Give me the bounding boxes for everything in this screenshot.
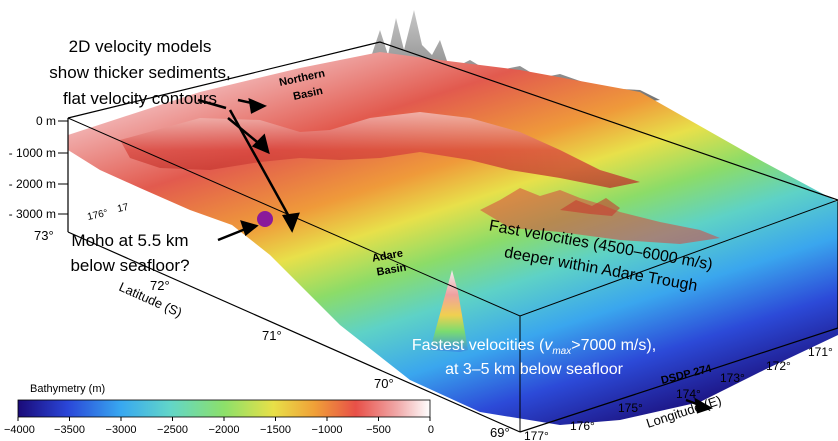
annotation-arrows xyxy=(197,97,714,414)
lon-tick-175: 175° xyxy=(618,401,643,415)
moho-marker xyxy=(257,211,273,227)
lon-tick-171: 171° xyxy=(808,345,833,359)
map-frame xyxy=(67,41,838,433)
annotation-adare-basin-line1: Adare xyxy=(371,247,404,264)
svg-text:show thicker sediments,: show thicker sediments, xyxy=(49,63,230,82)
svg-text:flat velocity contours: flat velocity contours xyxy=(63,89,217,108)
seamount-peak xyxy=(430,270,468,352)
corner-lon-label-1: 17 xyxy=(116,202,130,215)
colorbar-tick-label: −2500 xyxy=(157,424,188,436)
colorbar-tick-label: −3000 xyxy=(106,424,137,436)
colorbar-tick-label: −2000 xyxy=(209,424,240,436)
colorbar: Bathymetry (m) −4000 −3500 −3000 −2500 −2000… xyxy=(4,383,434,436)
colorbar-tick-label: −1000 xyxy=(312,424,343,436)
lat-tick-73: 73° xyxy=(34,228,54,243)
colorbar-tick-label: −500 xyxy=(366,424,391,436)
annotation-moho-line1: Moho at 5.5 km xyxy=(71,231,188,250)
lat-tick-69: 69° xyxy=(490,425,510,440)
depth-tick-3: - 3000 m xyxy=(9,207,56,221)
lon-tick-173: 173° xyxy=(720,371,745,385)
lon-tick-176: 176° xyxy=(570,419,595,433)
depth-tick-1: - 1000 m xyxy=(9,146,56,160)
annotation-velocity-models: 2D velocity models show thicker sediment… xyxy=(49,37,230,108)
depth-tick-2: - 2000 m xyxy=(9,177,56,191)
depth-axis: 0 m - 1000 m - 2000 m - 3000 m 176° 17 xyxy=(9,114,130,223)
annotation-fastest-velocities-line2: at 3–5 km below seafloor xyxy=(445,361,624,378)
annotation-moho-line2: below seafloor? xyxy=(70,256,189,275)
lon-tick-174: 174° xyxy=(676,387,701,401)
svg-text:2D velocity models: 2D velocity models xyxy=(69,37,212,56)
colorbar-tick-label: −4000 xyxy=(4,424,35,436)
colorbar-title: Bathymetry (m) xyxy=(30,383,105,395)
corner-lon-label-0: 176° xyxy=(86,208,109,223)
colorbar-tick-label: −1500 xyxy=(260,424,291,436)
lon-tick-177: 177° xyxy=(524,429,549,441)
lon-tick-172: 172° xyxy=(766,359,791,373)
lat-tick-71: 71° xyxy=(262,328,282,343)
lat-tick-72: 72° xyxy=(150,278,170,293)
lat-tick-70: 70° xyxy=(374,376,394,391)
annotation-adare-basin-line2: Basin xyxy=(376,261,408,278)
annotation-fastest-velocities-line1: Fastest velocities (vmax>7000 m/s), xyxy=(412,337,656,357)
colorbar-tick-label: −3500 xyxy=(54,424,85,436)
colorbar-tick-label: 0 xyxy=(428,424,434,436)
depth-tick-0: 0 m xyxy=(36,114,56,128)
